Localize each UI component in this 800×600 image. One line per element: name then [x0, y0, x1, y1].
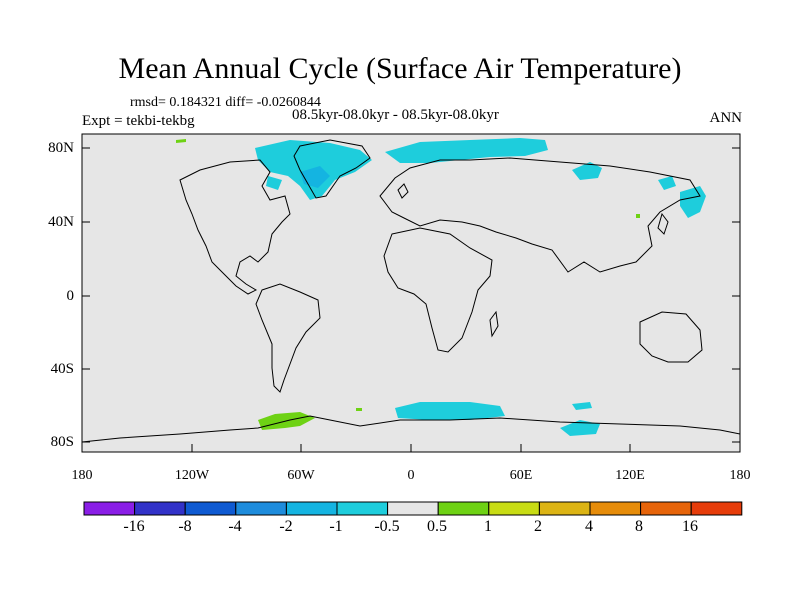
x-tick-label: 0 [407, 468, 415, 483]
colorbar-box [387, 501, 439, 516]
colorbar-label: 16 [682, 518, 698, 535]
coastline-antarctica [81, 415, 741, 443]
colorbar-box [437, 501, 490, 516]
anomaly-patch-southern-indian-2 [572, 402, 592, 410]
colorbar-label: 8 [635, 518, 643, 535]
colorbar [83, 501, 743, 516]
colorbar-box [83, 501, 136, 516]
colorbar-box [488, 501, 540, 516]
anomaly-patch-siberia [572, 162, 602, 180]
colorbar-label: 4 [585, 518, 593, 535]
coastline-madagascar [489, 310, 499, 338]
colorbar-box [640, 501, 692, 516]
colorbar-label: -1 [329, 518, 343, 535]
y-tick-label: 0 [66, 288, 75, 304]
anomaly-patch-southern-atlantic [395, 402, 505, 420]
colorbar-box [235, 501, 287, 516]
y-tick-label: 80N [48, 140, 74, 156]
coastline-eurasia [379, 157, 701, 273]
y-tick-label: 40N [48, 214, 74, 230]
map-title: Mean Annual Cycle (Surface Air Temperatu… [118, 52, 682, 85]
anomaly-patch-southern-indian [560, 420, 600, 436]
colorbar-box [538, 501, 591, 516]
colorbar-label: 1 [484, 518, 492, 535]
colorbar-label: -8 [178, 518, 192, 535]
colorbar-label: -0.5 [374, 518, 400, 535]
experiment-label: Expt = tekbi-tekbg [82, 113, 195, 129]
anomaly-patch-canada [266, 176, 282, 190]
colorbar-box [285, 501, 338, 516]
anomaly-patch-arctic [176, 139, 186, 143]
axis-ticks [81, 147, 741, 452]
coastline-north-america [179, 159, 291, 295]
season-label: ANN [709, 110, 743, 126]
coastline-australia [639, 311, 703, 363]
colorbar-box [134, 501, 186, 516]
stats-label: rmsd= 0.184321 diff= -0.0260844 [130, 95, 321, 110]
coastline-japan [657, 212, 669, 235]
x-tick-label: 120W [174, 468, 210, 483]
anomaly-patch-north-atlantic [345, 152, 360, 164]
period-label: 08.5kyr-08.0kyr - 08.5kyr-08.0kyr [292, 107, 499, 123]
anomaly-patch-pacific [680, 186, 706, 218]
colorbar-label: 0.5 [427, 518, 447, 535]
coastlines [81, 139, 741, 443]
colorbar-label: -16 [123, 518, 145, 535]
x-tick-label: 180 [71, 468, 93, 483]
x-tick-label: 180 [729, 468, 751, 483]
coastline-africa [383, 227, 493, 353]
colorbar-label: -2 [279, 518, 293, 535]
coastline-south-america [255, 283, 321, 393]
x-tick-label: 120E [615, 468, 645, 483]
anomaly-patch-east-asia [636, 214, 640, 218]
y-tick-label: 80S [50, 434, 74, 450]
coastline-british-isles [397, 183, 409, 199]
colorbar-box [184, 501, 237, 516]
colorbar-box [690, 501, 743, 516]
y-tick-label: 40S [50, 361, 74, 377]
colorbar-label: -4 [228, 518, 242, 535]
x-tick-label: 60E [509, 468, 533, 483]
x-tick-label: 60W [287, 468, 315, 483]
coastline-greenland [293, 139, 371, 199]
anomaly-patch-kamchatka [658, 176, 676, 190]
colorbar-box [336, 501, 389, 516]
colorbar-label: 2 [534, 518, 542, 535]
anomaly-patch-south-atlantic [356, 408, 362, 411]
colorbar-box [589, 501, 642, 516]
anomaly-patch-arctic-eurasia [385, 138, 548, 163]
